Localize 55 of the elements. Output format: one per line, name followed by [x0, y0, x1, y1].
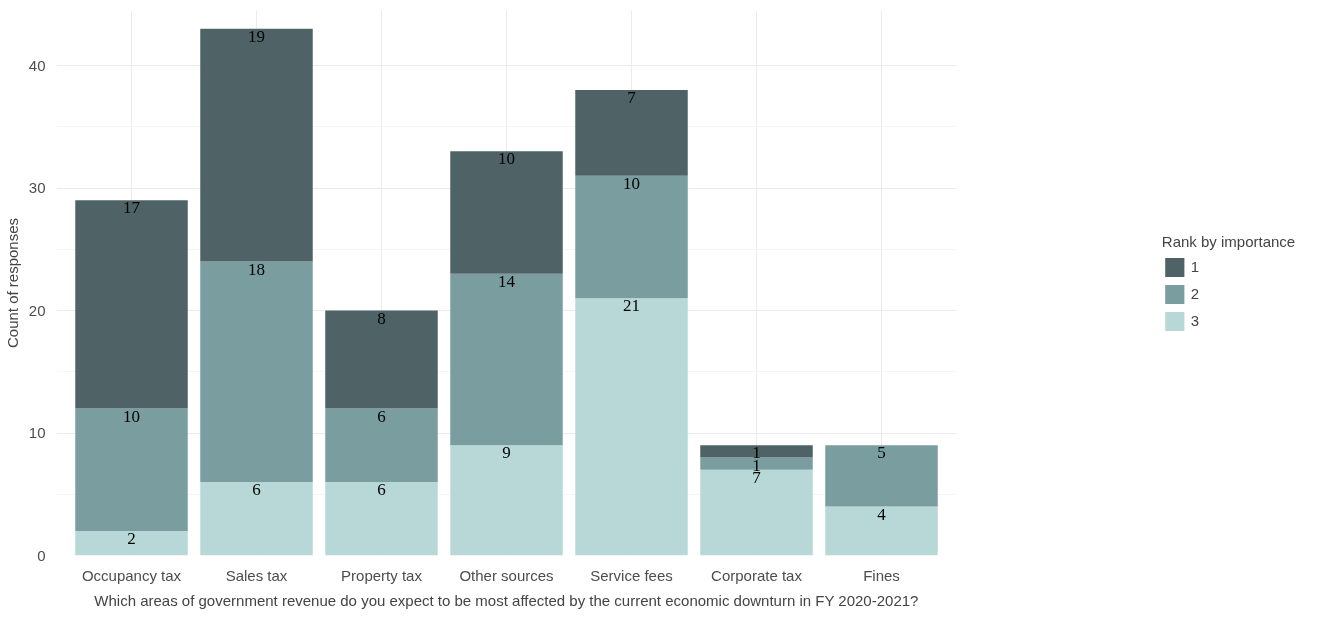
x-axis-title: Which areas of government revenue do you expect to be most affected by the current economic downturn in FY 2020-2021?: [94, 591, 919, 609]
x-tick-label: Sales tax: [225, 566, 288, 584]
y-axis-title: Count of responses: [3, 217, 21, 349]
x-tick-label: Property tax: [341, 566, 423, 584]
y-tick-label: 40: [28, 56, 46, 74]
bar: [575, 175, 688, 299]
data-label: 10: [123, 406, 140, 426]
legend-label: 2: [1190, 285, 1201, 302]
bar: [825, 506, 938, 556]
bar: [825, 445, 938, 507]
bar: [575, 90, 688, 176]
bar: [75, 408, 188, 532]
data-label: 8: [377, 308, 386, 328]
bar: [325, 310, 438, 409]
data-label: 9: [502, 443, 511, 463]
x-tick-label: Service fees: [590, 566, 673, 584]
bar: [200, 261, 313, 483]
bar: [75, 200, 188, 409]
y-tick-label: 30: [28, 179, 46, 197]
data-label: 21: [623, 296, 640, 316]
bar: [700, 445, 813, 458]
bar: [700, 457, 813, 470]
y-tick-label: 0: [37, 546, 46, 564]
data-label: 17: [123, 198, 141, 218]
data-label: 19: [248, 26, 265, 46]
x-tick-label: Occupancy tax: [81, 566, 182, 584]
bar: [450, 273, 563, 446]
y-tick-label: 20: [28, 301, 46, 319]
data-label: 6: [377, 480, 386, 500]
bar: [200, 482, 313, 556]
legend-label: 1: [1190, 258, 1201, 275]
data-label: 4: [877, 504, 887, 524]
x-tick-label: Fines: [863, 566, 900, 584]
data-label: 10: [623, 173, 640, 193]
data-label: 5: [877, 443, 886, 463]
bar: [575, 298, 688, 556]
data-label: 10: [498, 149, 515, 169]
bar: [700, 469, 813, 556]
legend-label: 3: [1190, 312, 1201, 329]
data-label: 6: [252, 480, 261, 500]
bar: [200, 28, 313, 262]
data-label: 2: [127, 529, 136, 549]
bar: [450, 151, 563, 274]
x-tick-label: Corporate tax: [711, 566, 803, 584]
bar: [325, 408, 438, 483]
bar: [75, 531, 188, 556]
data-label: 18: [248, 259, 265, 279]
legend-title: Rank by importance: [1161, 232, 1296, 250]
y-tick-label: 10: [28, 424, 46, 442]
data-label: 7: [627, 88, 637, 108]
x-tick-label: Other sources: [459, 566, 554, 584]
bar: [450, 445, 563, 556]
data-label: 14: [498, 271, 516, 291]
bar: [325, 482, 438, 556]
data-label: 6: [377, 406, 386, 426]
